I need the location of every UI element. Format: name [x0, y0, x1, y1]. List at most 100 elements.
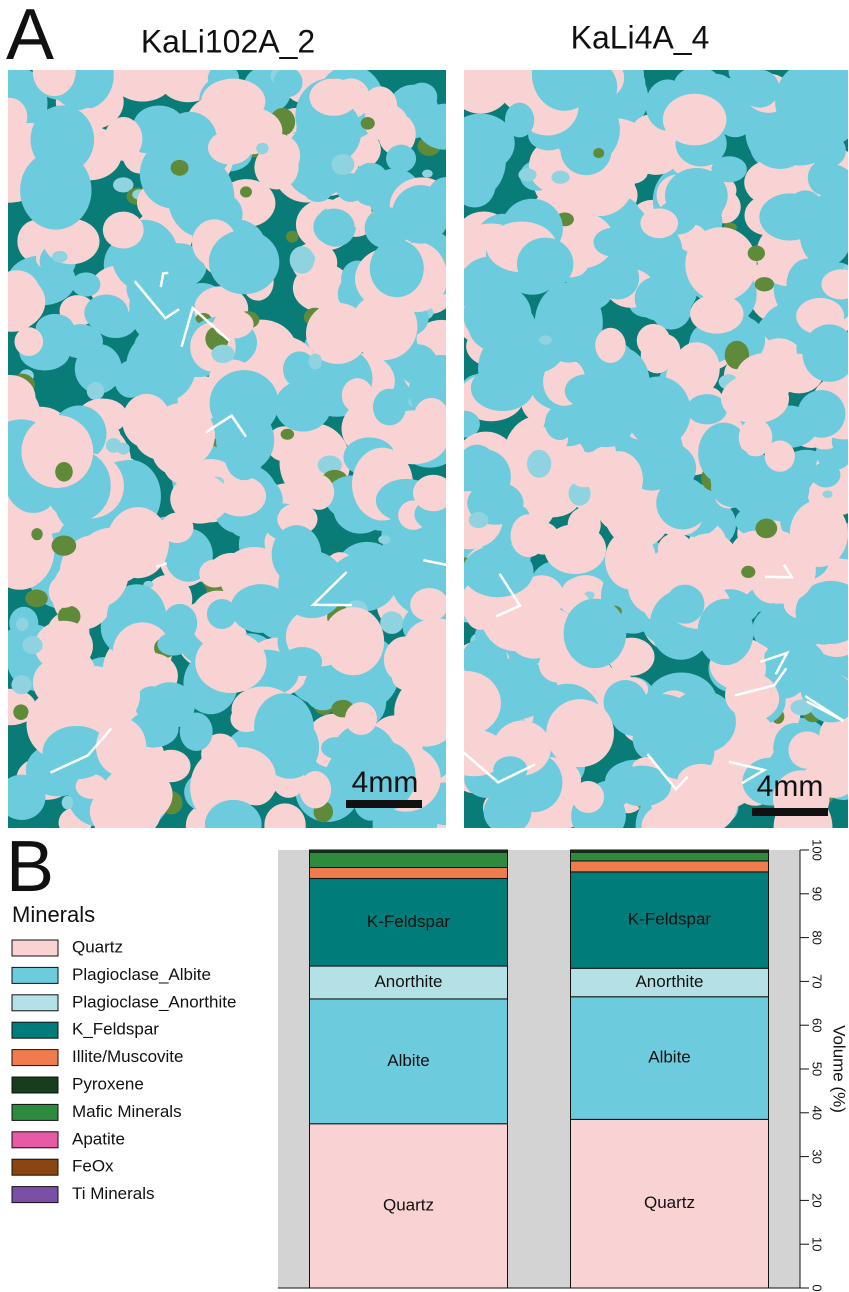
grain: [545, 406, 575, 440]
grain: [410, 588, 448, 621]
grain: [806, 619, 841, 644]
grain: [213, 310, 253, 339]
legend-swatch: [12, 1050, 58, 1066]
grain: [788, 731, 826, 768]
grain: [456, 447, 495, 480]
grain: [15, 327, 44, 356]
grain: [413, 475, 454, 511]
grain: [361, 117, 375, 130]
bar-segment: [310, 852, 508, 867]
legend-label: Plagioclase_Anorthite: [72, 992, 236, 1011]
grain: [225, 387, 278, 428]
bar-segment: [310, 850, 508, 852]
grain: [454, 163, 496, 207]
legend-label: Ti Minerals: [72, 1184, 155, 1203]
legend-label: Pyroxene: [72, 1074, 144, 1093]
bar-segment: [571, 850, 769, 852]
grain: [256, 143, 268, 155]
legend-label: Apatite: [72, 1129, 125, 1148]
grain: [49, 575, 80, 608]
grain: [596, 257, 639, 300]
grain: [313, 209, 354, 246]
segment-label: Albite: [387, 1051, 430, 1070]
grain: [160, 513, 193, 544]
bar-segment: [310, 868, 508, 879]
legend-label: Illite/Muscovite: [72, 1047, 183, 1066]
grain: [55, 462, 73, 482]
grain: [466, 601, 495, 629]
segment-label: Albite: [648, 1048, 691, 1067]
grain: [811, 462, 840, 487]
grain: [790, 500, 848, 567]
grain: [637, 324, 670, 357]
scale-bar-label: 4mm: [757, 770, 824, 803]
grain: [199, 559, 230, 587]
grain: [406, 618, 468, 662]
legend-swatch: [12, 1077, 58, 1093]
grain: [308, 353, 322, 369]
grain: [104, 117, 142, 161]
legend: QuartzPlagioclase_AlbitePlagioclase_Anor…: [12, 937, 236, 1203]
grain: [373, 389, 406, 426]
grain: [52, 251, 68, 263]
grain: [342, 378, 373, 412]
grain: [743, 466, 809, 515]
grain: [808, 160, 840, 195]
grain: [13, 704, 28, 720]
grain: [822, 491, 832, 498]
grain: [527, 450, 551, 478]
grain: [392, 185, 450, 243]
bar-segment: [571, 852, 769, 861]
grain: [58, 324, 103, 358]
maps: [0, 37, 849, 862]
grain: [685, 227, 757, 301]
grain: [380, 611, 403, 634]
y-tick-label: 30: [810, 1149, 825, 1163]
grain: [134, 328, 179, 362]
y-tick-label: 20: [810, 1193, 825, 1207]
chart: QuartzAlbiteAnorthiteK-FeldsparQuartzAlb…: [278, 839, 849, 1291]
grain: [52, 536, 77, 556]
grain: [300, 771, 332, 808]
grain: [579, 395, 635, 447]
grain: [16, 618, 28, 632]
grain: [322, 607, 384, 675]
grain: [469, 512, 489, 528]
grain: [101, 765, 172, 823]
grain: [72, 272, 101, 296]
grain: [565, 705, 605, 743]
grain: [114, 361, 146, 398]
legend-label: K_Feldspar: [72, 1020, 159, 1039]
segment-label: K-Feldspar: [628, 910, 711, 929]
y-tick-label: 100: [810, 839, 825, 861]
grain: [490, 344, 533, 385]
grain: [171, 160, 189, 176]
grain: [665, 585, 704, 624]
grain: [33, 659, 78, 705]
grain: [721, 374, 789, 423]
scale-bar: [752, 808, 828, 816]
grain: [740, 70, 779, 108]
grain: [157, 633, 189, 656]
grain: [304, 179, 332, 202]
segment-label: K-Feldspar: [367, 912, 450, 931]
grain: [593, 228, 633, 257]
grain: [759, 193, 820, 240]
grain: [281, 429, 294, 440]
legend-title: Minerals: [12, 902, 95, 927]
y-axis-label: Volume (%): [830, 1025, 849, 1113]
grain: [551, 171, 569, 184]
grain: [195, 632, 266, 693]
grain: [240, 186, 252, 197]
grain: [626, 376, 691, 447]
grain: [593, 148, 604, 158]
grain: [463, 284, 531, 345]
map-title: KaLi102A_2: [141, 23, 315, 59]
grain: [505, 103, 534, 138]
segment-label: Quartz: [644, 1193, 695, 1212]
panel-letter: A: [6, 0, 54, 75]
grain: [697, 599, 753, 665]
grain: [351, 163, 390, 206]
scale-bar: [346, 800, 422, 808]
bar-segment: [571, 861, 769, 872]
